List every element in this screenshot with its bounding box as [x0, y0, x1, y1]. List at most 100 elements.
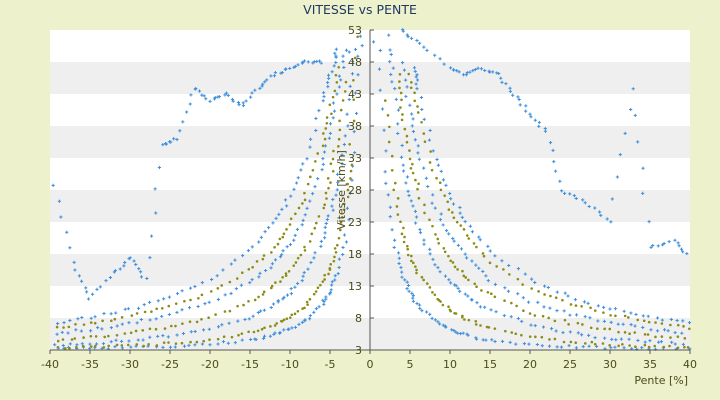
data-point [253, 88, 257, 92]
data-point [343, 134, 347, 138]
data-point [356, 54, 360, 58]
data-point [633, 331, 637, 334]
data-point [436, 237, 440, 241]
data-point [410, 291, 414, 295]
data-point [193, 284, 197, 289]
data-point [422, 132, 426, 135]
data-point [676, 335, 680, 338]
data-point [463, 220, 467, 224]
data-point [312, 256, 316, 260]
data-point [325, 197, 328, 200]
data-point [560, 189, 564, 193]
data-point [583, 342, 587, 345]
data-point [470, 259, 474, 263]
data-point [405, 287, 409, 291]
data-point [537, 124, 541, 128]
data-point [510, 331, 514, 334]
x-tick-labels: -40 -35 -30 -25 -20 -15 -10 -5 0 5 10 15 20 25 30 35 40 [41, 350, 697, 371]
data-point [349, 177, 352, 180]
data-point [331, 116, 335, 120]
data-point [303, 198, 307, 202]
data-point [504, 82, 508, 86]
data-point [547, 316, 550, 320]
data-point [479, 67, 484, 71]
data-point [552, 159, 556, 164]
data-point [178, 129, 182, 133]
data-point [408, 149, 411, 152]
data-point [653, 344, 656, 348]
data-point [293, 325, 298, 329]
data-point [187, 306, 192, 310]
data-point [404, 94, 408, 99]
data-point [64, 347, 67, 350]
data-point [475, 245, 478, 249]
y-tick-label: 28 [348, 184, 362, 197]
data-point [345, 206, 349, 210]
data-point [161, 333, 165, 338]
data-point [278, 237, 282, 241]
data-point [406, 247, 410, 251]
data-point [541, 325, 546, 329]
data-point [602, 305, 606, 309]
data-point [493, 327, 497, 330]
data-point [189, 298, 192, 302]
data-point [640, 346, 644, 350]
data-point [515, 304, 518, 308]
data-point [399, 265, 403, 270]
data-point [417, 196, 421, 200]
data-point [405, 33, 409, 37]
data-point [406, 244, 409, 248]
data-point [553, 337, 557, 341]
data-point [337, 65, 341, 69]
data-point [402, 226, 405, 230]
data-point [649, 245, 653, 250]
y-tick-label: 53 [348, 24, 362, 37]
data-point [120, 344, 124, 347]
data-point [475, 285, 478, 289]
data-point [396, 197, 400, 200]
data-point [467, 318, 471, 322]
data-point [418, 228, 422, 232]
data-point [468, 70, 472, 74]
data-point [273, 258, 278, 262]
data-point [627, 316, 630, 319]
data-point [332, 259, 336, 263]
data-point [337, 74, 341, 78]
data-point [453, 265, 457, 269]
data-point [305, 206, 309, 210]
data-point [411, 171, 415, 175]
data-point [127, 321, 131, 325]
data-point [208, 99, 212, 103]
data-point [390, 228, 394, 232]
data-point [132, 259, 136, 263]
data-point [629, 107, 633, 112]
data-point [474, 263, 478, 267]
data-point [457, 70, 461, 74]
data-point [428, 286, 432, 289]
data-point [426, 184, 430, 189]
data-point [383, 170, 387, 174]
data-point [282, 232, 286, 236]
data-point [487, 326, 491, 329]
data-point [528, 312, 532, 315]
data-point [346, 195, 350, 199]
data-point [288, 242, 293, 247]
data-point [308, 317, 312, 321]
data-point [154, 211, 158, 215]
data-point [160, 314, 164, 319]
data-point [139, 317, 143, 322]
data-point [188, 286, 193, 290]
data-point [327, 272, 330, 276]
data-point [420, 120, 423, 124]
data-point [308, 240, 312, 243]
data-point [628, 332, 631, 336]
data-point [55, 332, 59, 336]
data-point [569, 340, 573, 344]
data-point [681, 342, 685, 347]
data-point [609, 320, 613, 324]
data-point [548, 338, 551, 341]
data-point [262, 308, 266, 312]
data-point [507, 273, 511, 276]
data-point [435, 157, 439, 162]
data-point [310, 232, 314, 236]
